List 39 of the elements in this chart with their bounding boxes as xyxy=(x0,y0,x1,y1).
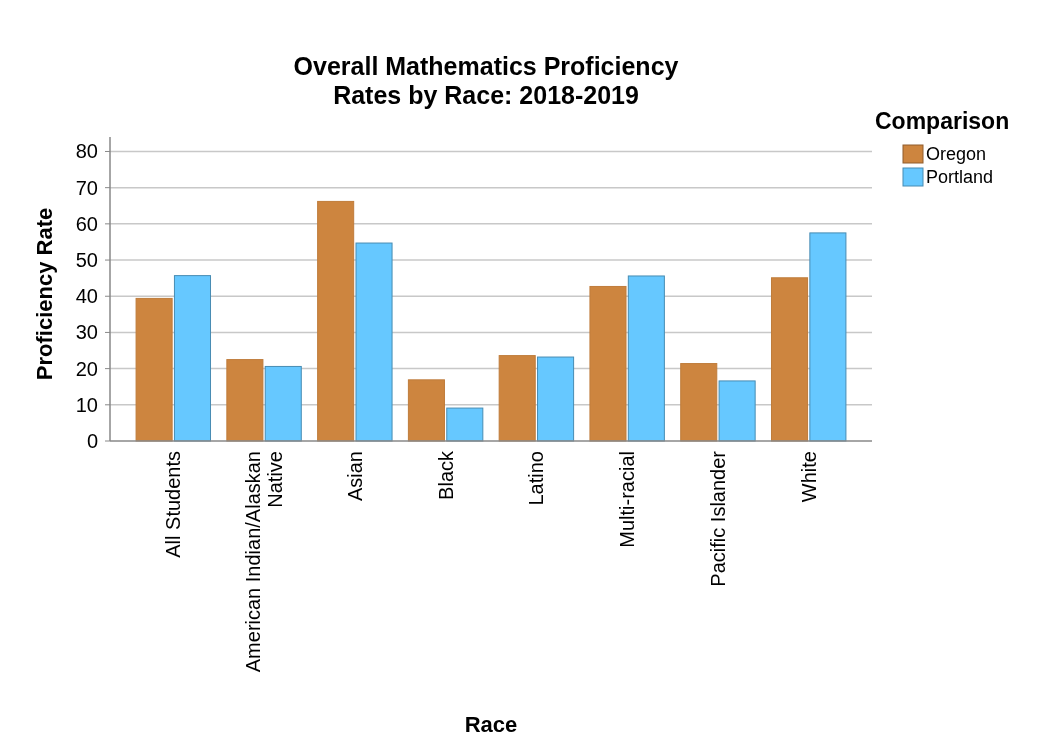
y-tick-label: 50 xyxy=(75,249,98,272)
y-tick-label: 10 xyxy=(75,393,98,416)
chart-title: Overall Mathematics Proficiency Rates by Race: 2018-2019 xyxy=(293,52,679,109)
bar xyxy=(718,380,756,442)
x-tick-label: White xyxy=(797,451,820,503)
bar xyxy=(498,355,536,442)
x-tick-label: American Indian/Alaskan Native xyxy=(242,451,287,673)
y-tick-label: 40 xyxy=(75,285,98,308)
bar xyxy=(355,242,393,442)
bar xyxy=(226,359,264,442)
x-tick-label: Pacific Islander xyxy=(706,450,729,587)
x-tick-label: All Students xyxy=(162,451,185,558)
bar xyxy=(589,285,627,442)
y-tick-label: 60 xyxy=(75,212,98,235)
bar xyxy=(264,365,302,442)
legend-label: Portland xyxy=(926,167,994,188)
x-tick-label: Multi-racial xyxy=(616,451,639,548)
bar xyxy=(407,379,445,442)
bar xyxy=(627,275,665,442)
bar xyxy=(135,297,173,442)
y-tick-label: 70 xyxy=(75,176,98,199)
bar xyxy=(770,277,809,442)
bar xyxy=(173,275,212,442)
legend-title: Comparison xyxy=(875,108,1010,134)
x-tick-label: Black xyxy=(434,450,457,500)
bar xyxy=(317,200,355,442)
x-tick-label: Latino xyxy=(525,451,548,506)
legend-label: Oregon xyxy=(926,144,987,165)
bar xyxy=(537,356,575,442)
y-tick-label: 20 xyxy=(75,357,98,380)
bar xyxy=(809,232,847,442)
x-tick-label: Asian xyxy=(343,451,366,502)
x-axis-title: Race xyxy=(464,712,518,737)
y-axis-title: Proficiency Rate xyxy=(32,207,57,381)
y-tick-label: 0 xyxy=(86,430,98,452)
y-tick-label: 80 xyxy=(75,140,98,163)
bar xyxy=(680,363,718,442)
bar xyxy=(446,407,484,442)
y-tick-label: 30 xyxy=(75,321,98,344)
